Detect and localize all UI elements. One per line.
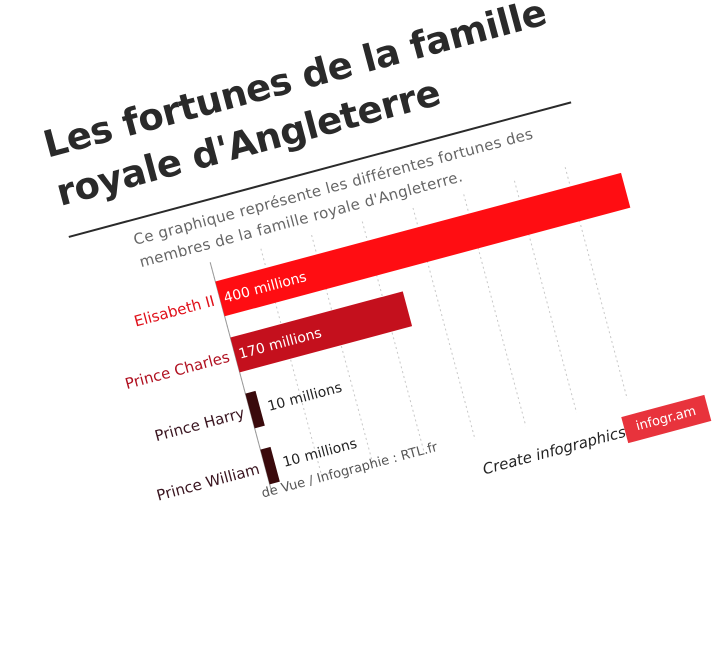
- bar[interactable]: [230, 291, 413, 373]
- category-label: Prince Charles: [123, 348, 232, 393]
- data-label: 10 millions: [266, 380, 344, 415]
- category-label: Elisabeth II: [132, 292, 216, 331]
- category-label: Prince Harry: [153, 404, 247, 445]
- infographic-card: Les fortunes de la famille royale d'Angl…: [38, 0, 716, 663]
- bar[interactable]: [245, 390, 265, 429]
- x-tick-label: 150: [417, 468, 445, 489]
- infogram-logo[interactable]: infogr.am: [621, 394, 711, 444]
- x-tick-label: 50: [320, 497, 340, 516]
- bar[interactable]: [260, 446, 280, 485]
- category-label: Prince William: [155, 460, 262, 505]
- bar[interactable]: [215, 172, 631, 317]
- x-tick-label: 100: [367, 482, 395, 503]
